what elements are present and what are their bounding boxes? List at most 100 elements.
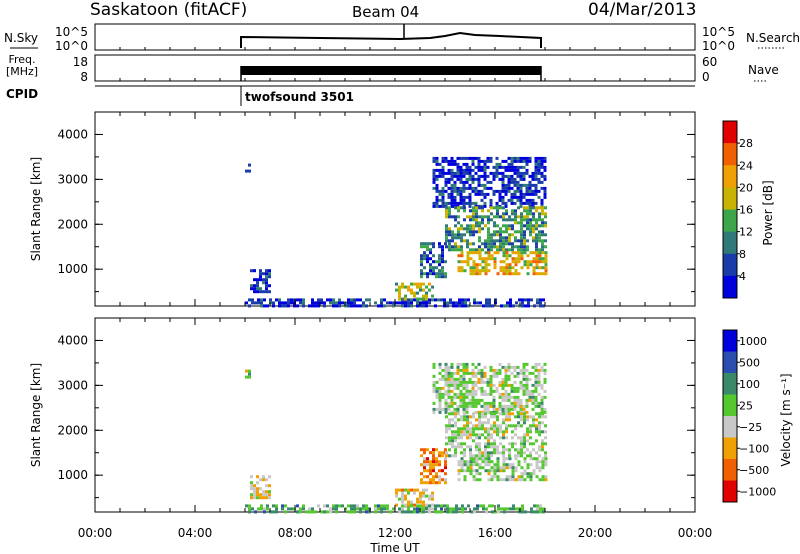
heatmap-cell	[492, 383, 496, 387]
heatmap-cell	[520, 418, 523, 422]
heatmap-cell	[457, 266, 461, 270]
heatmap-cell	[529, 478, 533, 482]
heatmap-cell	[502, 230, 505, 234]
heatmap-cell	[514, 209, 517, 213]
heatmap-cell	[488, 504, 491, 508]
heatmap-cell	[451, 424, 454, 428]
heatmap-cell	[410, 288, 413, 292]
heatmap-cell	[392, 301, 395, 305]
heatmap-cell	[463, 269, 467, 273]
heatmap-cell	[523, 460, 527, 464]
heatmap-cell	[268, 272, 271, 276]
heatmap-cell	[489, 374, 493, 378]
heatmap-cell	[496, 463, 500, 467]
heatmap-cell	[487, 269, 491, 273]
heatmap-cell	[395, 288, 398, 292]
heatmap-cell	[460, 466, 464, 470]
heatmap-cell	[517, 215, 520, 219]
heatmap-cell	[444, 362, 448, 366]
heatmap-cell	[420, 257, 423, 261]
heatmap-cell	[538, 260, 542, 264]
heatmap-cell	[453, 171, 457, 175]
heatmap-cell	[478, 448, 481, 452]
heatmap-cell	[498, 192, 502, 196]
heatmap-cell	[523, 469, 527, 473]
heatmap-cell	[341, 301, 344, 305]
heatmap-cell	[447, 392, 451, 396]
heatmap-cell	[500, 304, 503, 308]
heatmap-cell	[438, 254, 441, 258]
heatmap-cell	[519, 386, 523, 390]
heatmap-cell	[423, 481, 426, 485]
heatmap-cell	[496, 448, 499, 452]
heatmap-cell	[505, 463, 509, 467]
heatmap-cell	[462, 407, 466, 411]
heatmap-cell	[262, 478, 265, 482]
heatmap-cell	[463, 463, 467, 467]
heatmap-cell	[505, 448, 508, 452]
nsky-tick-right-bottom: 10^0	[702, 39, 735, 53]
heatmap-cell	[441, 451, 444, 455]
heatmap-cell	[525, 377, 529, 381]
heatmap-cell	[438, 389, 442, 393]
heatmap-cell	[486, 404, 490, 408]
heatmap-cell	[474, 371, 478, 375]
heatmap-cell	[487, 454, 490, 458]
heatmap-cell	[278, 304, 281, 308]
heatmap-cell	[453, 195, 457, 199]
heatmap-cell	[534, 365, 538, 369]
heatmap-cell	[480, 398, 484, 402]
heatmap-cell	[492, 389, 496, 393]
heatmap-cell	[514, 251, 518, 255]
heatmap-cell	[525, 383, 529, 387]
heatmap-cell	[428, 507, 431, 511]
heatmap-cell	[512, 304, 515, 308]
heatmap-cell	[459, 383, 463, 387]
heatmap-cell	[525, 186, 529, 190]
heatmap-cell	[534, 156, 538, 160]
heatmap-cell	[478, 472, 482, 476]
heatmap-cell	[538, 206, 541, 210]
heatmap-cell	[537, 180, 541, 184]
heatmap-cell	[534, 162, 538, 166]
heatmap-cell	[511, 478, 515, 482]
heatmap-cell	[481, 451, 484, 455]
heatmap-cell	[529, 424, 532, 428]
heatmap-cell	[502, 215, 505, 219]
heatmap-cell	[484, 463, 488, 467]
heatmap-cell	[535, 254, 539, 258]
heatmap-cell	[473, 510, 476, 514]
heatmap-cell	[502, 421, 505, 425]
heatmap-cell	[541, 206, 544, 210]
heatmap-cell	[478, 436, 481, 440]
heatmap-cell	[465, 171, 469, 175]
heatmap-cell	[395, 301, 398, 305]
heatmap-cell	[505, 236, 508, 240]
heatmap-cell	[428, 494, 431, 498]
heatmap-cell	[504, 380, 508, 384]
heatmap-cell	[534, 383, 538, 387]
heatmap-cell	[469, 451, 472, 455]
heatmap-cell	[480, 371, 484, 375]
heatmap-cell	[432, 466, 435, 470]
heatmap-cell	[468, 192, 472, 196]
heatmap-cell	[401, 497, 404, 501]
heatmap-cell	[472, 439, 475, 443]
heatmap-cell	[423, 242, 426, 246]
heatmap-cell	[469, 463, 473, 467]
heatmap-cell	[256, 490, 259, 494]
heatmap-cell	[422, 294, 425, 298]
heatmap-cell	[450, 159, 454, 163]
heatmap-cell	[311, 510, 314, 514]
heatmap-cell	[413, 507, 416, 511]
heatmap-cell	[487, 442, 490, 446]
heatmap-cell	[499, 436, 502, 440]
heatmap-cell	[487, 215, 490, 219]
heatmap-cell	[460, 254, 464, 258]
heatmap-cell	[511, 251, 515, 255]
heatmap-cell	[353, 504, 356, 508]
heatmap-cell	[441, 171, 445, 175]
heatmap-cell	[486, 186, 490, 190]
heatmap-cell	[444, 389, 448, 393]
heatmap-cell	[538, 215, 541, 219]
